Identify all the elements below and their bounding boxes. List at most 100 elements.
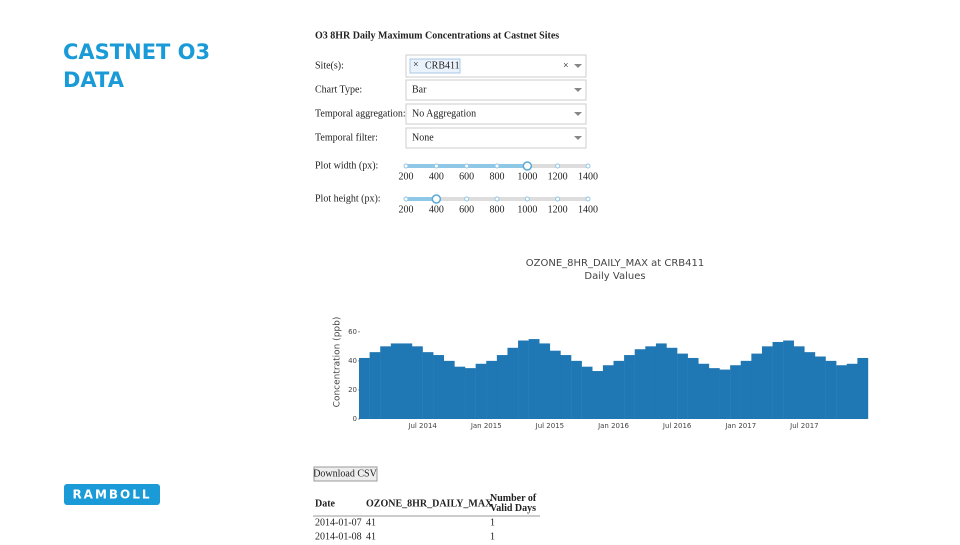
slider-tick (464, 196, 470, 202)
bar (592, 371, 604, 419)
bar (698, 363, 710, 419)
site-value: CRB411 (425, 60, 460, 71)
select-value: Bar (412, 84, 427, 95)
label: Site(s): (315, 60, 344, 71)
bar (687, 357, 699, 419)
clear[interactable]: × (563, 60, 569, 71)
table-cell: 41 (366, 531, 376, 540)
slider-tick-label: 200 (399, 171, 414, 182)
bar (475, 363, 487, 419)
bar (496, 355, 508, 419)
x-tick-label: Jan 2017 (724, 422, 756, 430)
y-tick-label: 60 (348, 328, 357, 336)
label: Chart Type: (315, 84, 362, 95)
bar (443, 360, 455, 419)
slider-tick (494, 196, 500, 202)
bar (655, 343, 667, 419)
bar (825, 360, 837, 419)
slider-handle[interactable] (431, 194, 442, 204)
bar (369, 352, 381, 419)
bar (581, 366, 593, 419)
aggregation-select[interactable] (405, 103, 587, 125)
bar (708, 368, 720, 419)
bar (857, 357, 869, 419)
y-axis-label: Concentration (ppb) (333, 317, 343, 408)
bar (783, 340, 794, 419)
bar (380, 346, 392, 419)
bar (624, 355, 635, 419)
app-heading: O3 8HR Daily Maximum Concentrations at C… (315, 30, 559, 41)
slide-title: CASTNET O3 DATA (63, 40, 210, 92)
caret (574, 112, 582, 116)
x-tick-label: Jan 2016 (597, 422, 629, 430)
download-button[interactable] (313, 466, 378, 482)
bar (740, 360, 752, 419)
caret (574, 64, 582, 68)
slider-tick (585, 163, 591, 169)
slider-tick (555, 196, 561, 202)
bar (613, 360, 625, 419)
chart-subtitle: Daily Values (584, 271, 645, 282)
bar (634, 349, 646, 419)
slider-tick-label: 1200 (548, 204, 568, 215)
table-header: OZONE_8HR_DAILY_MAX (366, 498, 493, 509)
select-value: No Aggregation (412, 108, 476, 119)
slider-tick (403, 196, 409, 202)
slider-tick-label: 1400 (578, 171, 598, 182)
slider-tick-label: 1200 (548, 171, 568, 182)
bar (814, 356, 826, 419)
bar (412, 346, 423, 419)
bar (772, 341, 784, 419)
slider-tick (403, 163, 409, 169)
bar (602, 365, 614, 419)
bar (518, 340, 529, 419)
site-tag[interactable] (409, 58, 461, 74)
x-tick-label: Jul 2017 (789, 422, 819, 430)
x-tick-label: Jul 2015 (535, 422, 565, 430)
slider-tick (555, 163, 561, 169)
x-tick-label: Jul 2014 (407, 422, 437, 430)
label: Temporal aggregation: (315, 108, 406, 119)
bar (422, 352, 434, 419)
table-cell: 41 (366, 517, 376, 528)
slider-tick-label: 1000 (517, 171, 537, 182)
table-header: Number of Valid Days (490, 493, 537, 514)
slider-tick (524, 196, 530, 202)
label: Temporal filter: (315, 132, 378, 143)
bar (730, 365, 741, 419)
slider-tick (433, 163, 439, 169)
table-header: Date (315, 498, 336, 509)
bar (761, 346, 773, 419)
select-value: None (412, 132, 434, 143)
bar (645, 346, 657, 419)
y-tick-label: 0 (353, 415, 357, 423)
button-label: Download CSV (313, 468, 377, 479)
slider-handle[interactable] (522, 161, 533, 171)
slider-tick-label: 200 (399, 204, 414, 215)
filter-select[interactable] (405, 127, 587, 149)
x-tick-label: Jul 2016 (662, 422, 692, 430)
chart-type-select[interactable] (405, 79, 587, 101)
bar (666, 347, 678, 419)
bar (390, 343, 402, 419)
x-tick-label: Jan 2015 (470, 422, 502, 430)
bar (571, 360, 582, 419)
bar (677, 353, 688, 419)
bar (793, 346, 805, 419)
bar (401, 343, 413, 419)
slider-tick-label: 600 (459, 171, 474, 182)
bar (359, 357, 370, 419)
slider-tick (585, 196, 591, 202)
bar (528, 339, 540, 419)
tag-remove[interactable]: × (413, 59, 419, 70)
y-tick-label: 40 (348, 357, 357, 365)
slider-tick-label: 1400 (578, 204, 598, 215)
bar (751, 353, 763, 419)
y-tick-label: 20 (348, 386, 357, 394)
bar (560, 355, 572, 419)
bar (836, 365, 847, 419)
label: Plot height (px): (315, 193, 381, 204)
slider-tick-label: 400 (429, 204, 444, 215)
slider-tick-label: 800 (490, 171, 505, 182)
